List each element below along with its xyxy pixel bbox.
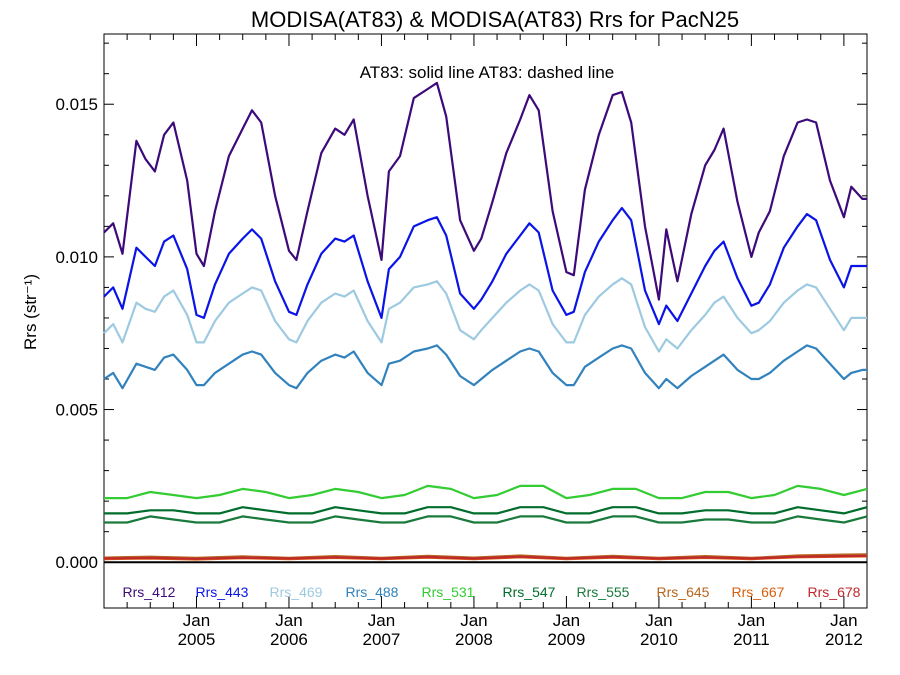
legend-item-rrs-547: Rrs_547	[503, 584, 556, 600]
legend-item-rrs-469: Rrs_469	[270, 584, 323, 600]
x-tick-year: 2010	[640, 630, 678, 649]
x-tick-year: 2007	[363, 630, 401, 649]
x-tick-month: Jan	[645, 611, 672, 630]
plot-frame	[103, 33, 868, 609]
x-tick-month: Jan	[368, 611, 395, 630]
line-style-annotation: AT83: solid line AT83: dashed line	[360, 63, 615, 82]
x-tick-year: 2009	[548, 630, 586, 649]
legend-item-rrs-555: Rrs_555	[577, 584, 630, 600]
legend-item-rrs-412: Rrs_412	[123, 584, 176, 600]
chart-title: MODISA(AT83) & MODISA(AT83) Rrs for PacN…	[251, 7, 739, 32]
x-tick-month: Jan	[275, 611, 302, 630]
legend-item-rrs-531: Rrs_531	[422, 584, 475, 600]
legend-item-rrs-645: Rrs_645	[657, 584, 710, 600]
series-line-rrs-678	[103, 554, 868, 560]
y-tick-label: 0.015	[55, 95, 98, 114]
x-tick-year: 2012	[825, 630, 863, 649]
x-tick-year: 2006	[270, 630, 308, 649]
x-tick-month: Jan	[553, 611, 580, 630]
legend-item-rrs-443: Rrs_443	[196, 584, 249, 600]
legend-item-rrs-667: Rrs_667	[732, 584, 785, 600]
series-line-rrs-555	[104, 515, 868, 524]
x-tick-year: 2011	[733, 630, 770, 649]
legend-item-rrs-678: Rrs_678	[808, 584, 861, 600]
series-line-rrs-531	[104, 484, 868, 500]
series-line-rrs-469	[103, 277, 867, 353]
series-line-rrs-443	[103, 206, 867, 326]
y-tick-labels: 0.000 0.005 0.010 0.015	[55, 95, 98, 572]
x-tick-month: Jan	[183, 611, 210, 630]
x-tick-labels: Jan2005Jan2006Jan2007Jan2008Jan2009Jan20…	[178, 611, 863, 649]
x-tick-month: Jan	[830, 611, 857, 630]
series-line-rrs-412	[103, 81, 867, 301]
y-tick-label: 0.010	[55, 248, 98, 267]
series-line-rrs-488	[103, 344, 867, 390]
legend-item-rrs-488: Rrs_488	[346, 584, 399, 600]
y-tick-label: 0.005	[55, 401, 98, 420]
plot-area	[103, 33, 868, 609]
legend: Rrs_412 Rrs_443 Rrs_469 Rrs_488 Rrs_531 Rrs_5…	[123, 584, 861, 600]
x-tick-year: 2005	[178, 630, 216, 649]
y-axis-label: Rrs (str⁻¹)	[21, 274, 40, 350]
x-tick-month: Jan	[738, 611, 765, 630]
x-tick-year: 2008	[455, 630, 493, 649]
series-lines	[103, 81, 868, 561]
series-line-rrs-547	[104, 506, 868, 515]
x-tick-month: Jan	[460, 611, 487, 630]
y-tick-label: 0.000	[55, 553, 98, 572]
